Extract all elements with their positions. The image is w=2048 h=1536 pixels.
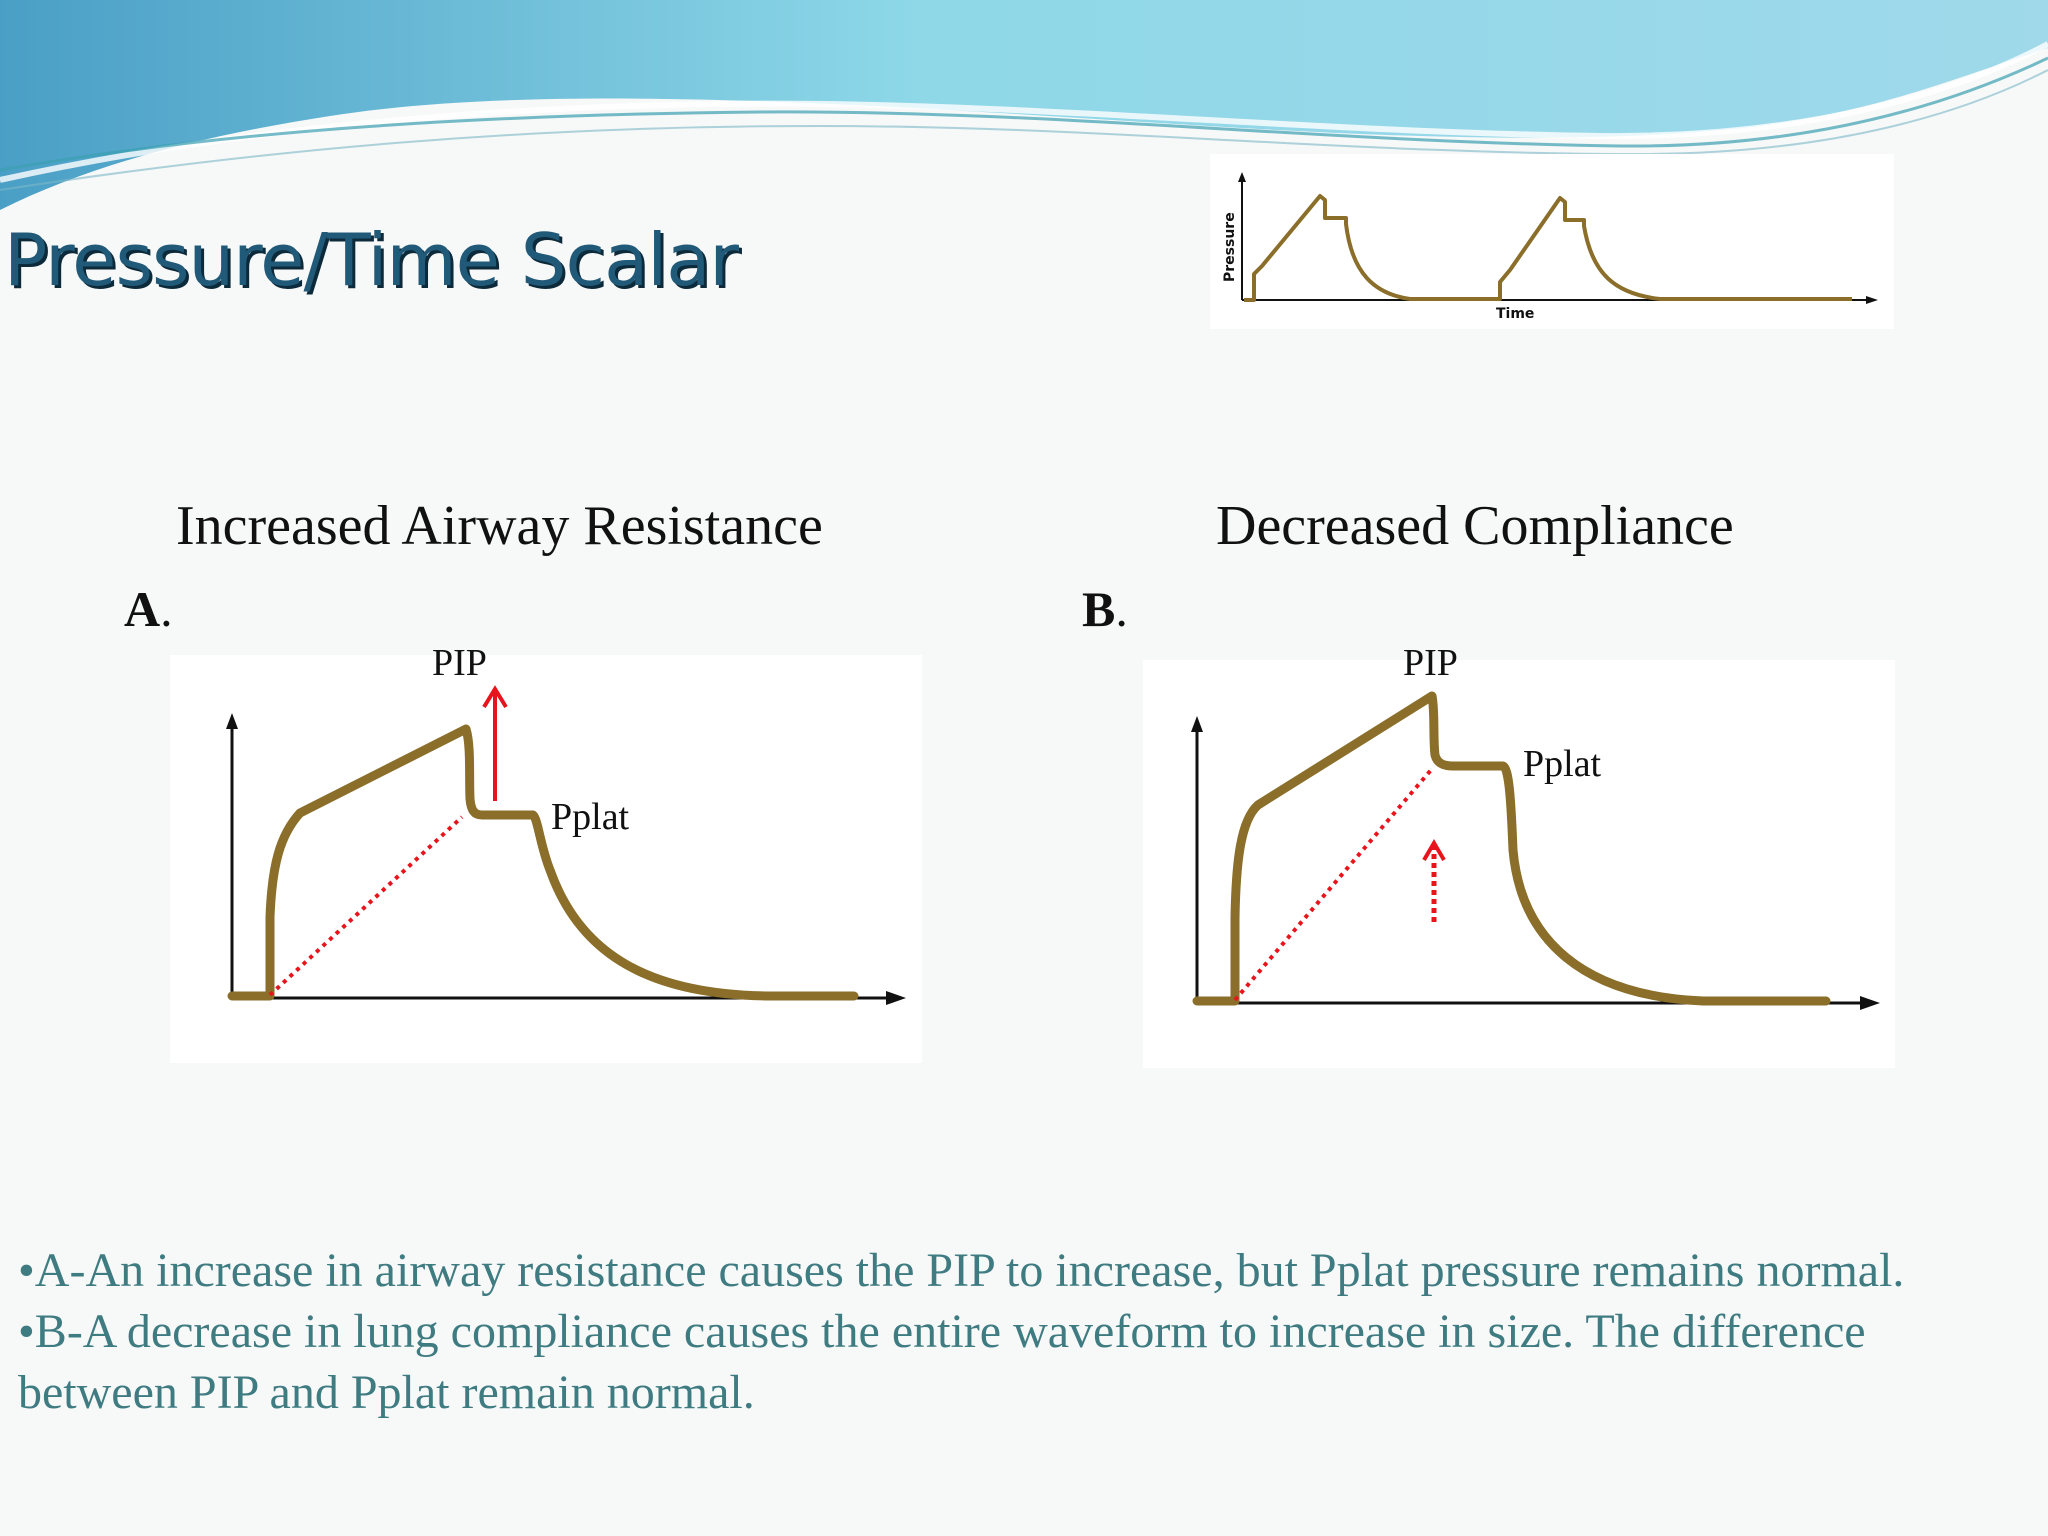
- x-axis-arrow-icon: [886, 991, 906, 1005]
- panel-b-letter: B.: [1082, 581, 1128, 637]
- explanation-text: •A-An increase in airway resistance caus…: [18, 1240, 2008, 1423]
- pressure-waveform: [227, 724, 859, 1001]
- pplat-label: Pplat: [1523, 743, 1602, 785]
- pressure-waveform: [1192, 691, 1831, 1006]
- panel-b-heading: Decreased Compliance: [1216, 495, 1734, 557]
- waveform-line: [1244, 194, 1852, 302]
- dotted-slope-line: [268, 815, 464, 997]
- bullet-b: •B-A decrease in lung compliance causes …: [18, 1305, 1866, 1419]
- panel-a-heading: Increased Airway Resistance: [176, 495, 823, 557]
- pip-label: PIP: [432, 642, 487, 684]
- x-axis-arrow-icon: [1866, 296, 1878, 304]
- pip-label: PIP: [1403, 642, 1458, 684]
- y-axis-arrow-icon: [1191, 716, 1203, 732]
- wave-banner: [0, 0, 2048, 210]
- panel-a-letter: A.: [124, 581, 173, 637]
- arrow-head-icon: [482, 685, 508, 709]
- pplat-label: Pplat: [551, 796, 630, 838]
- arrow-head-icon: [1422, 839, 1446, 862]
- x-axis-arrow-icon: [1860, 996, 1880, 1010]
- panel-b-waveform: PIP Pplat: [1143, 642, 1895, 1068]
- y-axis-label: Pressure: [1222, 212, 1238, 282]
- slide-title: Pressure/Time Scalar: [4, 218, 739, 302]
- reference-waveform: Pressure Time: [1210, 154, 1894, 329]
- bullet-a: •A-An increase in airway resistance caus…: [18, 1244, 1905, 1297]
- panel-a-waveform: PIP Pplat: [170, 642, 922, 1063]
- x-axis-label: Time: [1496, 306, 1534, 322]
- y-axis-arrow-icon: [226, 713, 238, 729]
- y-axis-arrow-icon: [1238, 172, 1246, 182]
